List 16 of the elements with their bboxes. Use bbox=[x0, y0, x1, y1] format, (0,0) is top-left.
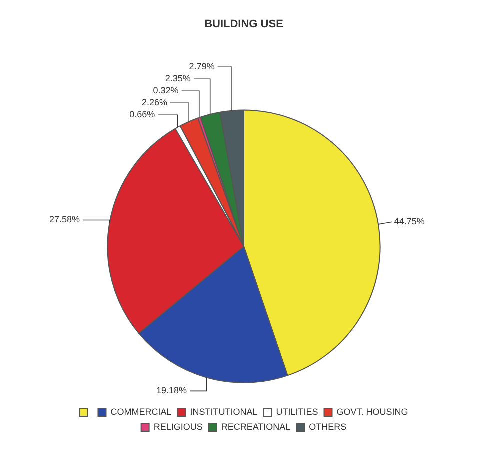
data-label: 19.18% bbox=[156, 386, 187, 396]
legend-label: RELIGIOUS bbox=[154, 422, 203, 432]
legend-label: OTHERS bbox=[309, 422, 347, 432]
data-label: 0.32% bbox=[153, 86, 179, 96]
legend-label: COMMERCIAL bbox=[110, 406, 172, 417]
data-label: 0.66% bbox=[130, 110, 156, 120]
data-label: 2.26% bbox=[142, 98, 168, 108]
data-label: 2.35% bbox=[165, 74, 191, 84]
chart-title: BUILDING USE bbox=[204, 18, 284, 31]
legend-label: GOVT. HOUSING bbox=[336, 406, 408, 417]
data-label: 44.75% bbox=[394, 216, 425, 227]
data-label: 2.79% bbox=[189, 62, 215, 72]
legend-label: RECREATIONAL bbox=[221, 422, 291, 432]
data-label: 27.58% bbox=[49, 214, 80, 225]
legend-label: UTILITIES bbox=[276, 406, 318, 417]
legend-label: INSTITUTIONAL bbox=[190, 406, 258, 417]
